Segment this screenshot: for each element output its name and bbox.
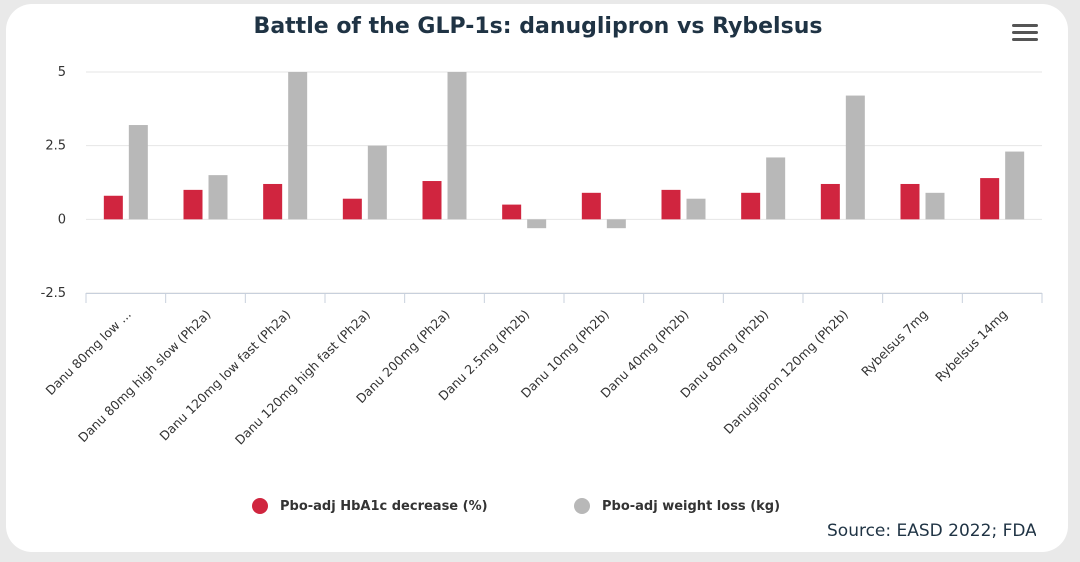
chart-title: Battle of the GLP-1s: danuglipron vs Ryb…	[253, 14, 823, 39]
bar-chart: -2.5 0 2.5 5 Danu 80mg low ...Danu 80mg high…	[41, 65, 1043, 448]
legend-label-hba1c: Pbo-adj HbA1c decrease (%)	[280, 498, 488, 514]
y-tick-label: -2.5	[41, 286, 66, 301]
bar-weight-loss[interactable]	[447, 72, 467, 220]
bar-hba1c[interactable]	[502, 204, 522, 220]
x-tick-label: Rybelsus 7mg	[858, 307, 930, 379]
x-tick-label: Danu 80mg low ...	[42, 307, 133, 398]
legend-marker-weight	[574, 498, 590, 514]
bar-hba1c[interactable]	[980, 178, 1000, 220]
bar-weight-loss[interactable]	[527, 219, 547, 229]
x-tick-label: Danu 10mg (Ph2b)	[518, 307, 612, 401]
bar-weight-loss[interactable]	[925, 192, 945, 220]
legend-marker-hba1c	[252, 498, 268, 514]
y-tick-label: 5	[58, 65, 66, 80]
hamburger-menu-icon[interactable]	[1012, 24, 1038, 44]
bar-hba1c[interactable]	[581, 192, 601, 220]
bar-weight-loss[interactable]	[128, 125, 148, 220]
bar-weight-loss[interactable]	[845, 95, 865, 220]
legend-label-weight: Pbo-adj weight loss (kg)	[602, 498, 781, 514]
bar-weight-loss[interactable]	[367, 145, 387, 220]
legend-item-weight[interactable]: Pbo-adj weight loss (kg)	[574, 498, 780, 514]
bar-hba1c[interactable]	[103, 195, 123, 220]
bar-weight-loss[interactable]	[288, 72, 308, 220]
bar-hba1c[interactable]	[900, 183, 920, 220]
bar-hba1c[interactable]	[820, 183, 840, 220]
x-tick-label: Danu 40mg (Ph2b)	[597, 307, 691, 401]
bar-hba1c[interactable]	[263, 183, 283, 220]
bar-weight-loss[interactable]	[766, 157, 786, 220]
x-tick-label: Danu 80mg (Ph2b)	[677, 307, 771, 401]
bar-hba1c[interactable]	[661, 189, 681, 220]
bar-weight-loss[interactable]	[686, 198, 706, 220]
x-tick-label: Danu 120mg low fast (Ph2a)	[156, 307, 293, 444]
y-tick-label: 2.5	[45, 139, 66, 154]
bar-hba1c[interactable]	[422, 181, 442, 220]
bar-hba1c[interactable]	[183, 189, 203, 220]
bar-weight-loss[interactable]	[208, 175, 228, 220]
bar-hba1c[interactable]	[741, 192, 761, 220]
x-tick-label: Danu 80mg high slow (Ph2a)	[75, 307, 214, 446]
chart-card	[6, 4, 1068, 552]
x-tick-label: Danu 120mg high fast (Ph2a)	[232, 307, 373, 448]
source-note: Source: EASD 2022; FDA	[827, 521, 1036, 541]
x-tick-label: Rybelsus 14mg	[932, 307, 1010, 385]
bar-weight-loss[interactable]	[606, 219, 626, 229]
legend-item-hba1c[interactable]: Pbo-adj HbA1c decrease (%)	[252, 498, 488, 514]
legend: Pbo-adj HbA1c decrease (%) Pbo-adj weigh…	[0, 498, 1080, 520]
bar-weight-loss[interactable]	[1005, 151, 1025, 220]
bar-hba1c[interactable]	[342, 198, 362, 220]
y-tick-label: 0	[58, 212, 66, 227]
